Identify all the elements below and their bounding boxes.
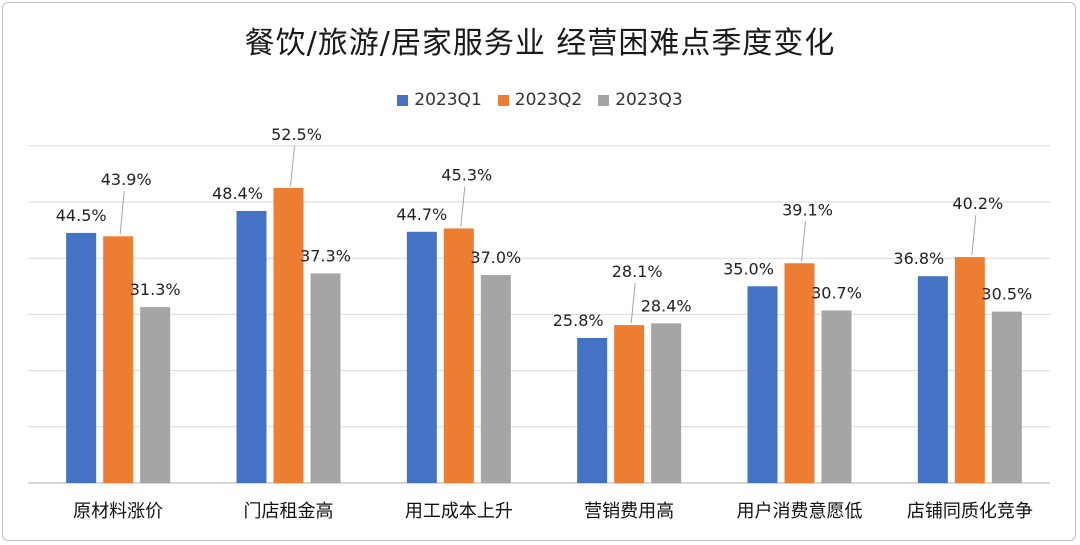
legend-swatch [598, 94, 610, 106]
legend-swatch [497, 94, 509, 106]
data-label: 43.9% [101, 170, 152, 189]
legend-item-2023Q1: 2023Q1 [397, 90, 482, 110]
leader-line [460, 186, 466, 227]
bar-2023Q1-2 [406, 231, 437, 483]
data-label: 30.5% [981, 285, 1032, 304]
bar-2023Q2-2 [443, 228, 474, 483]
bar-2023Q2-0 [103, 236, 134, 483]
bar-2023Q1-4 [747, 286, 778, 483]
category-label: 原材料涨价 [73, 501, 163, 522]
bar-2023Q3-5 [991, 311, 1022, 483]
bar-2023Q3-1 [310, 273, 341, 483]
data-label: 37.0% [470, 248, 521, 267]
data-label: 44.7% [396, 205, 447, 224]
legend-label: 2023Q3 [615, 90, 683, 110]
category-label: 用户消费意愿低 [737, 501, 863, 522]
legend-label: 2023Q2 [514, 90, 583, 110]
bar-2023Q1-1 [236, 210, 267, 483]
leader-line [290, 145, 295, 186]
leader-line [971, 215, 977, 256]
data-label: 28.1% [612, 262, 663, 281]
legend-label: 2023Q1 [414, 90, 482, 110]
bar-2023Q1-0 [66, 232, 97, 483]
data-label: 48.4% [212, 184, 263, 203]
data-label: 25.8% [553, 311, 604, 330]
legend: 2023Q1 2023Q2 2023Q3 [0, 90, 1080, 110]
data-label: 31.3% [130, 280, 181, 299]
leader-line [119, 190, 125, 235]
bar-2023Q2-5 [954, 257, 985, 483]
bar-2023Q3-3 [651, 323, 682, 483]
data-label: 52.5% [271, 125, 322, 144]
legend-item-2023Q3: 2023Q3 [598, 90, 683, 110]
data-label: 45.3% [441, 165, 492, 184]
category-label: 营销费用高 [584, 501, 674, 522]
bar-2023Q1-5 [917, 276, 948, 483]
legend-item-2023Q2: 2023Q2 [497, 90, 583, 110]
bar-2023Q2-3 [614, 325, 645, 483]
data-label: 37.3% [300, 246, 351, 265]
bar-2023Q2-4 [784, 263, 815, 483]
bar-2023Q1-3 [577, 338, 608, 483]
chart-title: 餐饮/旅游/居家服务业 经营困难点季度变化 [244, 26, 836, 61]
leader-line [630, 283, 636, 324]
data-label: 40.2% [952, 194, 1003, 213]
bar-2023Q3-4 [821, 310, 852, 483]
data-label: 39.1% [782, 200, 833, 219]
data-label: 28.4% [641, 296, 692, 315]
bar-2023Q2-1 [273, 187, 304, 483]
data-label: 36.8% [893, 249, 944, 268]
data-label: 30.7% [811, 283, 862, 302]
legend-swatch [397, 94, 409, 106]
leader-line [801, 221, 806, 262]
category-label: 店铺同质化竞争 [907, 501, 1033, 522]
data-label: 35.0% [723, 259, 774, 278]
bar-2023Q3-2 [480, 275, 511, 483]
data-label: 44.5% [56, 206, 107, 225]
category-label: 用工成本上升 [405, 501, 513, 522]
category-label: 门店租金高 [244, 501, 334, 522]
bar-2023Q3-0 [140, 307, 171, 483]
